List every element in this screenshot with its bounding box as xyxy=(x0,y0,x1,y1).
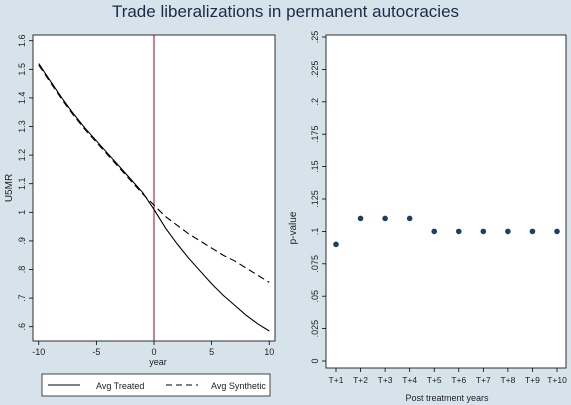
left-y-tick-label: 1.1 xyxy=(17,177,27,190)
p-value-point xyxy=(357,215,364,222)
legend-label-treated: Avg Treated xyxy=(96,381,144,391)
right-axis-ticks: 0 .025 .05 .075 .1 .125 .15 .175 .2 .225 .25 T+1 T+2… xyxy=(310,31,567,385)
right-x-tick-label: T+1 xyxy=(329,375,344,385)
p-value-point xyxy=(505,228,511,235)
right-y-tick-label: 0 xyxy=(310,358,320,363)
left-y-tick-label: 1 xyxy=(17,210,27,215)
right-x-tick-label: T+7 xyxy=(476,375,491,385)
right-panel: p-value Post treatment years 0 .025 .05 .07… xyxy=(288,31,567,403)
left-y-tick-label: .6 xyxy=(17,323,27,331)
p-value-point xyxy=(480,228,487,235)
right-x-tick-label: T+2 xyxy=(353,375,368,385)
right-x-tick-label: T+3 xyxy=(378,375,393,385)
right-y-tick-label: .25 xyxy=(310,31,320,44)
left-x-tick-label: 5 xyxy=(209,347,214,357)
left-x-tick-label: 10 xyxy=(264,347,274,357)
p-value-point xyxy=(554,228,560,235)
p-value-point xyxy=(431,228,438,235)
legend: Avg Treated Avg Synthetic xyxy=(41,373,271,397)
left-y-tick-label: .7 xyxy=(17,294,27,302)
chart-title: Trade liberalizations in permanent autoc… xyxy=(112,2,459,21)
right-x-tick-label: T+4 xyxy=(402,375,417,385)
right-y-tick-label: .175 xyxy=(310,125,320,143)
left-y-axis-title: U5MR xyxy=(4,174,15,202)
left-x-tick-label: -5 xyxy=(92,347,100,357)
left-axis-ticks: .6 .7 .8 .9 1 1.1 1.2 1.3 1.4 1.5 1.6 -10 -5 0 5 10 xyxy=(17,34,274,357)
right-y-tick-label: .05 xyxy=(310,290,320,303)
p-value-point xyxy=(406,215,413,222)
right-y-tick-label: .1 xyxy=(310,228,320,236)
p-value-point xyxy=(333,241,339,248)
series-line-avg-synthetic xyxy=(38,64,270,283)
right-x-tick-label: T+5 xyxy=(427,375,442,385)
right-x-tick-label: T+6 xyxy=(451,375,466,385)
left-y-tick-label: .9 xyxy=(17,237,27,245)
p-value-point xyxy=(455,228,462,235)
left-y-tick-label: 1.3 xyxy=(17,120,27,133)
left-x-tick-label: 0 xyxy=(151,347,156,357)
right-x-axis-title: Post treatment years xyxy=(405,393,489,403)
legend-label-synthetic: Avg Synthetic xyxy=(211,381,266,391)
left-y-tick-label: 1.5 xyxy=(17,63,27,76)
left-y-tick-label: 1.4 xyxy=(17,92,27,105)
right-x-tick-label: T+10 xyxy=(547,375,567,385)
right-y-axis-title: p-value xyxy=(288,211,299,244)
right-x-tick-label: T+8 xyxy=(500,375,515,385)
right-y-tick-label: .15 xyxy=(310,160,320,173)
p-value-point xyxy=(382,215,388,222)
right-y-tick-label: .125 xyxy=(310,190,320,208)
right-x-tick-label: T+9 xyxy=(525,375,540,385)
right-points xyxy=(333,215,560,248)
right-y-tick-label: .025 xyxy=(310,320,320,338)
left-panel: U5MR year .6 .7 .8 .9 1 1.1 1.2 1.3 1.4 1.5 1.6 -10… xyxy=(4,34,276,367)
p-value-point xyxy=(529,228,536,235)
left-y-tick-label: 1.6 xyxy=(17,34,27,47)
left-y-tick-label: .8 xyxy=(17,266,27,274)
left-series-lines xyxy=(38,63,270,332)
right-plot-area xyxy=(325,34,567,369)
right-y-tick-label: .2 xyxy=(310,98,320,106)
left-x-axis-title: year xyxy=(149,357,167,367)
left-x-tick-label: -10 xyxy=(32,347,45,357)
right-y-tick-label: .075 xyxy=(310,255,320,273)
series-line-avg-treated xyxy=(38,63,270,332)
left-y-tick-label: 1.2 xyxy=(17,149,27,162)
legend-box xyxy=(41,373,271,397)
right-y-tick-label: .225 xyxy=(310,61,320,79)
